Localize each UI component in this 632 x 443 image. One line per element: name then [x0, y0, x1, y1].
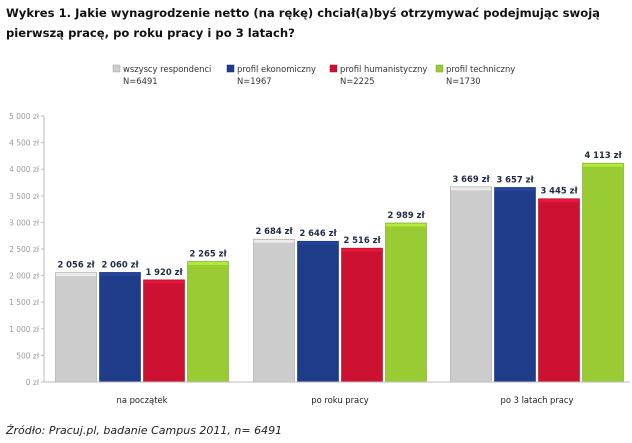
bar	[297, 240, 339, 383]
data-label: 2 646 zł	[299, 228, 337, 238]
bar-highlight	[386, 223, 426, 227]
legend-n: N=6491	[123, 76, 158, 86]
legend-n: N=2225	[340, 76, 375, 86]
bar-highlight	[254, 239, 294, 243]
bar-highlight	[583, 163, 623, 167]
bar-highlight	[495, 187, 535, 191]
data-label: 3 669 zł	[452, 174, 490, 184]
bar-highlight	[451, 187, 491, 191]
legend-swatch	[112, 64, 121, 73]
legend-label: profil ekonomiczny	[237, 64, 316, 74]
y-tick-label: 4 500 zł	[9, 139, 40, 148]
bar	[450, 186, 492, 383]
data-label: 2 989 zł	[387, 210, 425, 220]
y-axis: 0 zł 500 zł 1 000 zł 1 500 zł 2 000 zł 2 500 …	[9, 112, 45, 387]
chart-title: Wykres 1. Jakie wynagrodzenie netto (na …	[6, 6, 601, 40]
x-axis: na początek po roku pracy po 3 latach prac…	[44, 381, 630, 405]
y-tick-label: 4 000 zł	[9, 165, 40, 174]
bar-highlight	[342, 248, 382, 252]
y-tick-label: 500 zł	[16, 351, 40, 360]
bar	[385, 222, 427, 383]
bar-highlight	[298, 241, 338, 245]
data-label: 3 657 zł	[496, 174, 534, 184]
legend-n: N=1967	[237, 76, 272, 86]
y-tick-label: 3 500 zł	[9, 192, 40, 201]
category-label: po roku pracy	[311, 395, 369, 405]
legend-label: wszyscy respondenci	[123, 64, 211, 74]
bar-highlight	[100, 272, 140, 276]
y-tick-label: 5 000 zł	[9, 112, 40, 121]
bar-highlight	[56, 273, 96, 277]
data-label: 1 920 zł	[145, 267, 183, 277]
y-tick-label: 1 000 zł	[9, 325, 40, 334]
y-tick-label: 0 zł	[26, 378, 40, 387]
bar-highlight	[539, 199, 579, 203]
y-tick-label: 2 000 zł	[9, 272, 40, 281]
bar-highlight	[144, 280, 184, 284]
bar	[538, 198, 580, 383]
bar	[494, 187, 536, 383]
bar	[253, 238, 295, 383]
legend-swatch	[435, 64, 444, 73]
legend-swatch	[226, 64, 235, 73]
data-label: 2 060 zł	[101, 259, 139, 269]
legend-n: N=1730	[446, 76, 481, 86]
legend-label: profil techniczny	[446, 64, 515, 74]
data-label: 3 445 zł	[540, 186, 578, 196]
data-label: 4 113 zł	[584, 150, 622, 160]
bar	[55, 272, 97, 383]
y-tick-label: 2 500 zł	[9, 245, 40, 254]
bar	[99, 272, 141, 383]
data-label: 2 265 zł	[189, 249, 227, 259]
bar	[341, 247, 383, 383]
source-note: Źródło: Pracuj.pl, badanie Campus 2011, …	[6, 424, 283, 437]
category-label: po 3 latach pracy	[501, 395, 574, 405]
bars: 2 056 zł 2 060 zł 1 920 zł 2 265 zł 2 684 zł…	[55, 150, 624, 383]
data-label: 2 684 zł	[255, 226, 293, 236]
y-tick-label: 1 500 zł	[9, 298, 40, 307]
bar	[143, 279, 185, 383]
category-label: na początek	[117, 395, 168, 405]
y-tick-label: 3 000 zł	[9, 218, 40, 227]
legend-label: profil humanistyczny	[340, 64, 427, 74]
bar	[187, 261, 229, 383]
bar	[582, 162, 624, 383]
legend: wszyscy respondenci N=6491 profil ekonomic…	[112, 64, 515, 86]
data-label: 2 516 zł	[343, 235, 381, 245]
bar-highlight	[188, 262, 228, 266]
data-label: 2 056 zł	[57, 260, 95, 270]
legend-swatch	[329, 64, 338, 73]
